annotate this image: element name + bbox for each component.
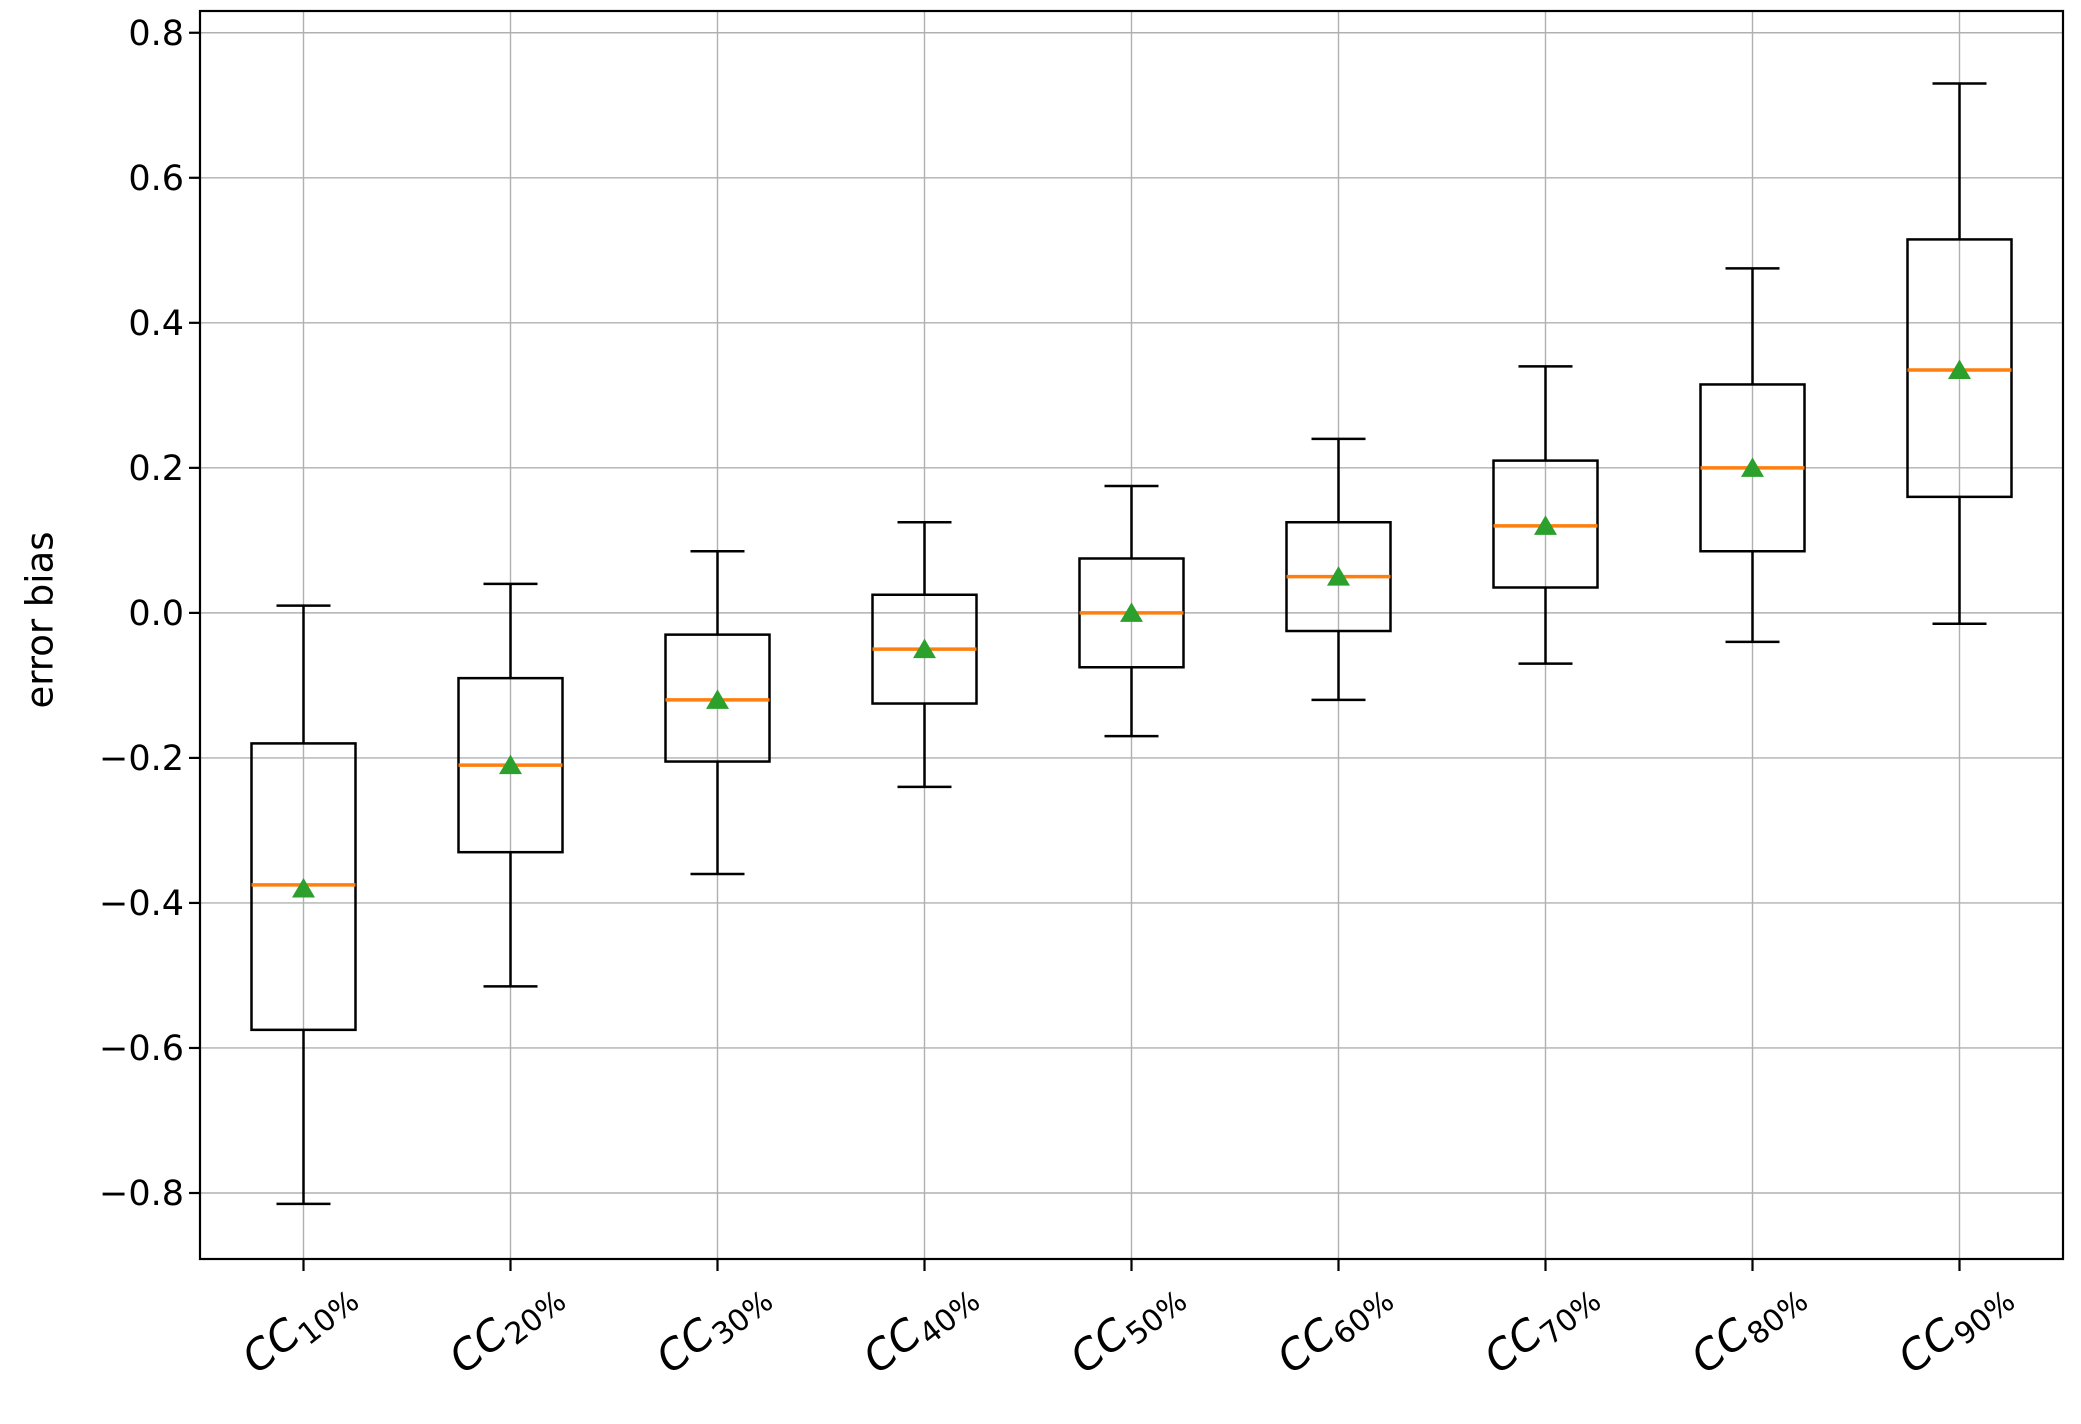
mean-marker-CC10%	[292, 877, 315, 898]
x-tick-label-CC90%: CC90%	[1889, 1267, 2022, 1388]
x-tick-label-CC40%: CC40%	[854, 1267, 987, 1388]
y-tick-label: 0.4	[128, 304, 184, 344]
x-tick-label-CC30%: CC30%	[647, 1267, 780, 1388]
x-tick-label-CC60%: CC60%	[1268, 1267, 1401, 1388]
box-CC90%	[1906, 238, 2013, 499]
mean-marker-CC20%	[499, 754, 522, 775]
x-tick-label-CC80%: CC80%	[1682, 1267, 1815, 1388]
box-CC70%	[1492, 459, 1599, 589]
mean-marker-CC50%	[1120, 602, 1143, 622]
x-tick-label-CC50%: CC50%	[1061, 1267, 1194, 1388]
mean-marker-CC60%	[1327, 566, 1350, 586]
box-CC10%	[250, 742, 357, 1032]
x-tick-label-CC70%: CC70%	[1475, 1267, 1608, 1388]
y-tick-label: −0.4	[99, 884, 184, 924]
y-tick-label: −0.8	[99, 1174, 184, 1214]
y-tick-label: 0.6	[128, 159, 184, 199]
x-tick-label-CC10%: CC10%	[233, 1267, 366, 1388]
y-tick-label: 0.2	[128, 449, 184, 489]
y-tick-label: 0.0	[128, 594, 184, 634]
mean-marker-CC40%	[913, 638, 936, 659]
mean-marker-CC90%	[1948, 359, 1971, 379]
mean-marker-CC80%	[1741, 457, 1764, 477]
mean-marker-CC30%	[706, 689, 729, 709]
box-CC30%	[664, 633, 771, 763]
y-tick-label: 0.8	[128, 14, 184, 54]
y-tick-label: −0.6	[99, 1029, 184, 1069]
y-tick-label: −0.2	[99, 739, 184, 779]
mean-marker-CC70%	[1534, 515, 1557, 535]
x-tick-label-CC20%: CC20%	[440, 1267, 573, 1388]
